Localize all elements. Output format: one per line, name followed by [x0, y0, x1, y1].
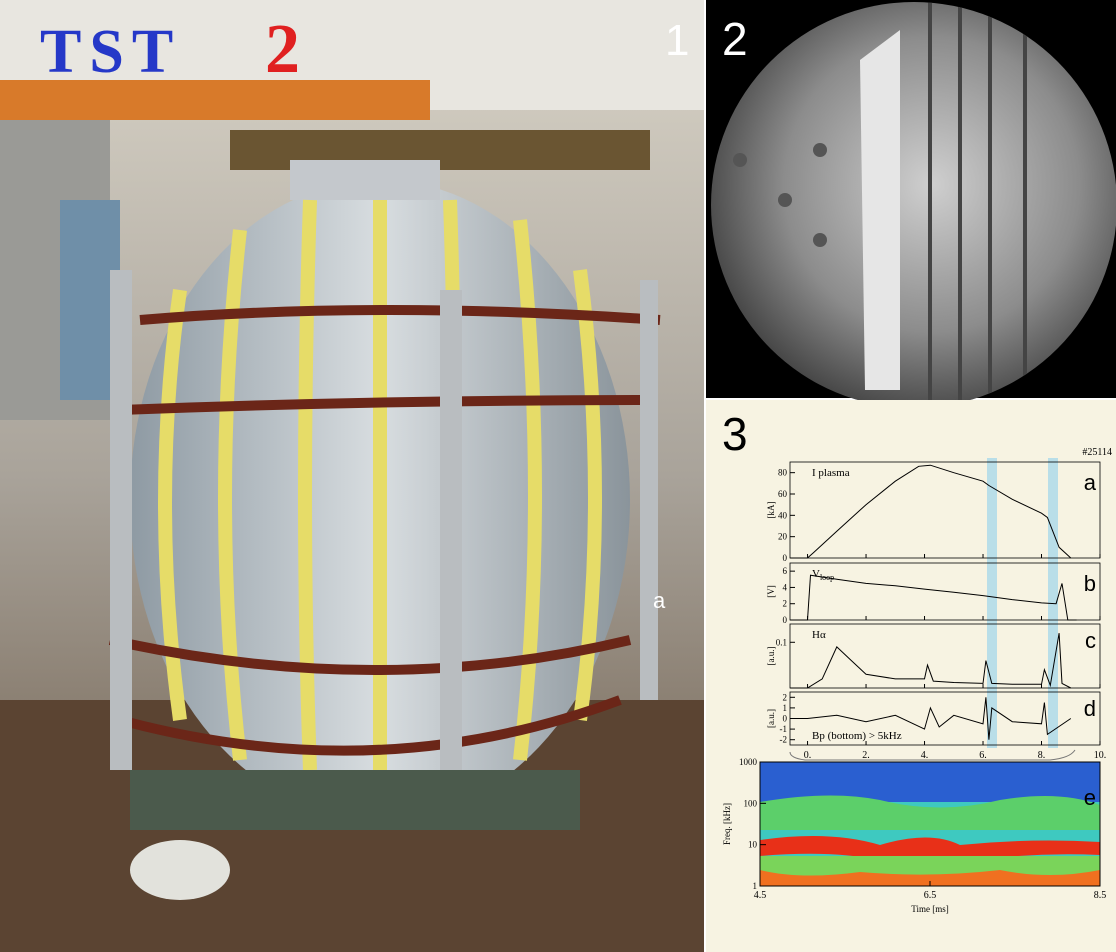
x-tick-label: 2. — [862, 750, 870, 761]
subpanel-label: e — [1084, 785, 1096, 810]
y-tick-label: 2 — [783, 692, 788, 702]
camera-image: 2 — [706, 0, 1116, 410]
panel-label: 2 — [722, 13, 748, 65]
y-tick-label: 80 — [778, 468, 788, 478]
y-tick-label: 10 — [748, 840, 758, 850]
y-tick-label: 0 — [783, 615, 788, 625]
unit-label: [a.u.] — [766, 647, 776, 666]
x-tick-label: 8. — [1038, 750, 1046, 761]
y-tick-label: 20 — [778, 532, 788, 542]
unit-label: [a.u.] — [766, 709, 776, 728]
figure: TST 2 1 a 2 3 #25114 020406080[kA]I plas… — [0, 0, 1116, 952]
x-axis-label: Time [ms] — [911, 904, 948, 914]
subpanel-label: d — [1084, 696, 1096, 721]
y-tick-label: 0.1 — [776, 637, 787, 647]
x-tick-label: 4. — [921, 750, 929, 761]
y-axis-label: Freq. [kHz] — [722, 803, 732, 845]
unit-label: [V] — [766, 585, 776, 598]
y-tick-label: 1000 — [739, 757, 758, 767]
y-tick-label: 4 — [783, 582, 788, 592]
y-tick-label: -2 — [780, 735, 788, 745]
unit-label: [kA] — [766, 502, 776, 519]
photo: TST 2 1 a — [0, 0, 704, 952]
shot-number: #25114 — [1082, 447, 1112, 458]
annotation: a — [653, 588, 666, 613]
logo: TST — [40, 18, 181, 86]
panel-label: 1 — [665, 16, 689, 65]
y-tick-label: 2 — [783, 599, 788, 609]
subpanel-label: b — [1084, 571, 1096, 596]
y-tick-label: 1 — [783, 703, 788, 713]
trace-label: I plasma — [812, 467, 850, 479]
x-tick-label: 0. — [804, 750, 812, 761]
y-tick-label: -1 — [780, 724, 788, 734]
trace-label: Hα — [812, 629, 826, 641]
logo-number: 2 — [265, 11, 300, 88]
y-tick-label: 60 — [778, 489, 788, 499]
page: TST 2 1 a 2 3 #25114 020406080[kA]I plas… — [0, 0, 1116, 952]
x-tick-label: 4.5 — [754, 890, 767, 901]
y-tick-label: 40 — [778, 510, 788, 520]
panel-label: 3 — [722, 408, 748, 460]
subpanel-label: c — [1085, 628, 1096, 653]
subpanel-label: a — [1084, 470, 1097, 495]
x-tick-label: 8.5 — [1094, 890, 1107, 901]
x-tick-label: 6.5 — [924, 890, 937, 901]
x-tick-label: 6. — [979, 750, 987, 761]
x-tick-label: 10. — [1094, 750, 1107, 761]
y-tick-label: 6 — [783, 566, 788, 576]
y-tick-label: 100 — [744, 798, 758, 808]
y-tick-label: 0 — [783, 714, 788, 724]
y-tick-label: 0 — [783, 553, 788, 563]
trace-label: Bp (bottom) > 5kHz — [812, 730, 902, 742]
